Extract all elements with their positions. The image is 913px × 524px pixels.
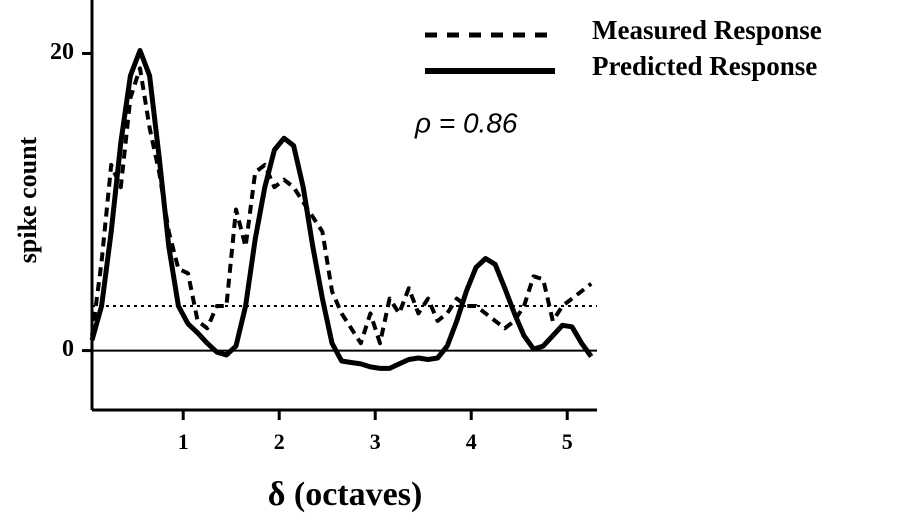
legend-label: Measured Response xyxy=(592,15,822,45)
x-tick-label: 2 xyxy=(274,429,285,454)
series-line xyxy=(90,66,593,346)
x-tick-label: 4 xyxy=(466,429,477,454)
y-tick-label: 20 xyxy=(50,39,74,65)
legend-label: Predicted Response xyxy=(592,51,817,81)
annotation: ρ = 0.86 xyxy=(414,107,518,138)
y-axis-label: spike count xyxy=(13,136,42,263)
x-tick-label: 3 xyxy=(370,429,381,454)
x-axis-label: δ (octaves) xyxy=(268,476,423,513)
y-tick-label: 0 xyxy=(62,336,74,362)
x-tick-label: 5 xyxy=(562,429,573,454)
x-tick-label: 1 xyxy=(178,429,189,454)
series-line xyxy=(89,48,594,371)
